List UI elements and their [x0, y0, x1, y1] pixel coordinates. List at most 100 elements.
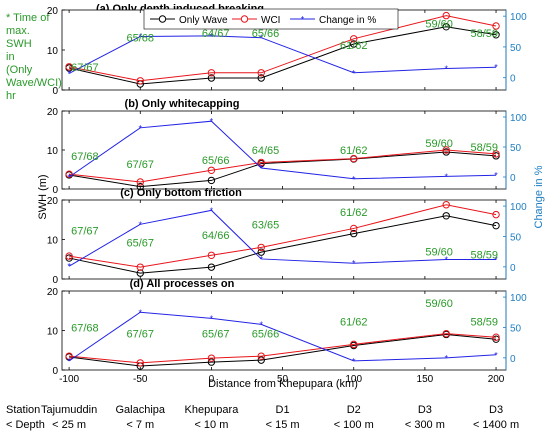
series-0-point	[442, 148, 450, 156]
station-depth-3: < 15 m	[266, 419, 300, 431]
annotation-4: 61/62	[340, 145, 368, 157]
series-0-point	[257, 74, 265, 82]
series-line-1	[69, 15, 497, 82]
y2-tick-label: 0	[510, 354, 516, 365]
y-tick-label: 20	[47, 287, 59, 298]
x-tick-label: 0	[209, 374, 215, 385]
y2-tick-label: 50	[510, 323, 522, 334]
series-2-point: *	[139, 32, 143, 42]
series-line-0	[69, 215, 497, 274]
plot-frame	[61, 110, 507, 190]
series-1-point	[136, 178, 144, 186]
station-name-6: D3	[489, 404, 503, 416]
legend-wci-marker	[240, 15, 249, 23]
station-header: Station	[6, 404, 40, 416]
y-tick-label: 0	[52, 275, 58, 286]
series-1-point	[207, 69, 216, 77]
series-2-point: *	[67, 173, 71, 183]
series-1-point	[207, 354, 216, 362]
legend-wci-label: WCI	[261, 15, 280, 26]
annotation-4: 61/62	[340, 40, 368, 52]
series-1-point	[492, 150, 500, 158]
annotation-1: 67/67	[127, 329, 155, 341]
panel-3: (d) All processes on-100 -50 0 50 100 150 2000…	[47, 278, 527, 385]
series-0-point	[350, 40, 358, 48]
annotation-5: 59/60	[425, 247, 453, 259]
series-2-point: *	[139, 123, 143, 133]
annotation-4: 61/62	[340, 207, 368, 219]
y2-tick-label: 0	[510, 173, 516, 184]
series-2-point: *	[494, 350, 498, 360]
annotation-6: 58/59	[471, 28, 499, 40]
annotation-5: 59/60	[425, 138, 453, 150]
legend-box	[143, 8, 399, 30]
series-0-point	[136, 182, 144, 191]
station-depth-5: < 300 m	[405, 419, 445, 431]
series-line-2	[68, 311, 497, 362]
series-1-point	[492, 22, 500, 30]
series-2-point: *	[444, 64, 448, 74]
station-name-1: Galachipa	[115, 404, 165, 416]
y2-tick-label: 50	[510, 232, 522, 243]
series-0-point	[207, 74, 216, 82]
series-1-point	[492, 333, 500, 341]
annotation-0: 67/68	[71, 151, 99, 163]
series-2-point: *	[139, 308, 143, 318]
panel-title: (c) Only bottom friction	[120, 187, 242, 199]
station-depth-4: < 100 m	[334, 419, 374, 431]
x-tick-label: 50	[277, 374, 289, 385]
y-tick-label: 20	[47, 107, 59, 118]
series-2-point: *	[259, 254, 263, 264]
series-1-point	[257, 243, 265, 252]
legend-only-wave-label: Only Wave	[179, 15, 228, 26]
plot-frame	[61, 199, 507, 280]
y-tick-label: 10	[47, 146, 59, 157]
series-0-point	[492, 335, 500, 343]
series-2-point: *	[494, 63, 498, 73]
series-line-2	[68, 209, 497, 267]
station-depth-0: < 25 m	[52, 419, 86, 431]
series-2-point: *	[352, 68, 356, 78]
annotation-1: 65/68	[127, 33, 155, 45]
series-0-point	[207, 358, 216, 366]
series-2-point: *	[352, 356, 356, 366]
side-note-line-0: * Time of	[6, 12, 50, 24]
y-tick-label: 0	[52, 366, 58, 377]
series-line-2	[68, 35, 497, 74]
annotation-0: 67/67	[71, 62, 99, 74]
series-1-point	[65, 352, 73, 360]
series-1-point	[207, 251, 216, 260]
series-0-point	[492, 31, 500, 39]
y2-tick-label: 100	[510, 12, 527, 23]
series-1-point	[350, 154, 358, 163]
station-table: Station < Depth Tajumuddin < 25 m Galachip…	[6, 404, 519, 431]
legend-change-label: Change in %	[319, 15, 376, 26]
y-axis-label-right: Change in %	[533, 165, 545, 228]
depth-header: < Depth	[6, 419, 45, 431]
x-tick-label: 200	[488, 374, 505, 385]
station-name-5: D3	[418, 404, 432, 416]
chart-panels: (a) Only depth induced breaking010200501…	[47, 3, 527, 385]
series-1-point	[207, 166, 216, 174]
series-line-1	[69, 149, 497, 183]
series-1-point	[492, 210, 500, 219]
side-note-line-1: max.	[6, 25, 30, 37]
series-line-1	[69, 333, 497, 364]
x-tick-label: 100	[345, 374, 362, 385]
annotation-6: 58/59	[471, 316, 499, 328]
panel-title: (b) Only whitecapping	[125, 98, 240, 110]
series-2-point: *	[259, 164, 263, 174]
series-2-point: *	[444, 255, 448, 265]
annotation-1: 67/67	[127, 159, 155, 171]
annotation-6: 58/59	[471, 142, 499, 154]
station-name-2: Khepupara	[185, 404, 240, 416]
annotation-2: 65/66	[202, 155, 230, 167]
y-tick-label: 10	[47, 46, 59, 57]
annotation-2: 65/67	[202, 329, 230, 341]
y-axis-label-left: SWH (m)	[37, 174, 49, 219]
series-0-point	[65, 254, 73, 262]
series-0-point	[492, 152, 500, 160]
series-1-point	[257, 352, 265, 360]
series-1-point	[257, 158, 265, 167]
annotation-4: 61/62	[340, 316, 368, 328]
